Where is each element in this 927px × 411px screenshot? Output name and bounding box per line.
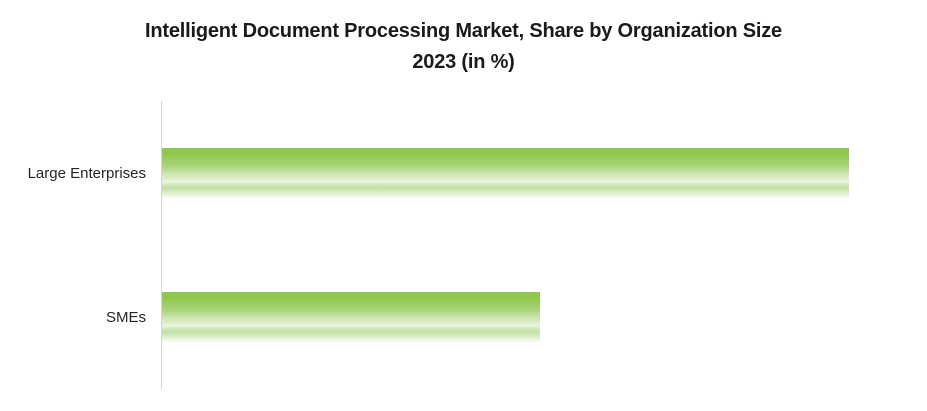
bar-large-enterprises: [162, 148, 849, 198]
y-axis-line: [161, 101, 162, 389]
bar-smes: [162, 292, 540, 342]
chart-title: Intelligent Document Processing Market, …: [0, 16, 927, 78]
chart-title-line1: Intelligent Document Processing Market, …: [145, 20, 782, 42]
category-label: Large Enterprises: [27, 164, 146, 182]
bar-row: Large Enterprises: [0, 101, 927, 245]
category-label: SMEs: [105, 308, 146, 326]
bar-row: SMEs: [0, 245, 927, 389]
chart-title-line2: 2023 (in %): [412, 51, 515, 73]
